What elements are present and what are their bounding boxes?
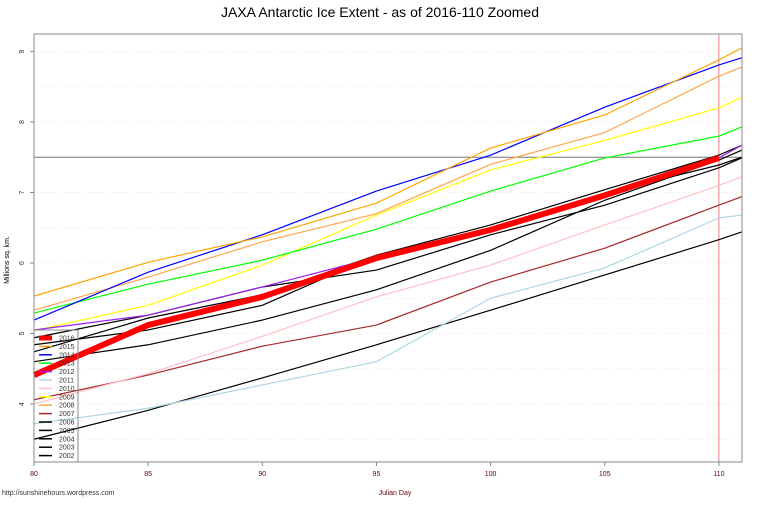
series-line-2012	[33, 144, 743, 331]
y-tick-label: 4	[19, 402, 26, 406]
series-line-2004	[33, 144, 742, 346]
y-tick-label: 6	[19, 261, 26, 265]
x-tick-label: 95	[373, 471, 381, 478]
source-url: http://sunshinehours.wordpress.com	[2, 490, 115, 497]
legend-label-2013: 2013	[59, 361, 75, 368]
series-line-2015	[33, 47, 743, 297]
series-line-2016	[32, 155, 720, 378]
series-line-2011	[33, 214, 742, 425]
x-tick-label: 90	[258, 471, 266, 478]
legend-label-2012: 2012	[59, 369, 75, 376]
legend-label-2005: 2005	[59, 428, 75, 435]
x-tick-label: 100	[485, 471, 497, 478]
y-tick-label: 9	[19, 49, 26, 53]
series-line-2002	[33, 231, 742, 440]
y-tick-label: 7	[19, 190, 26, 194]
legend-label-2015: 2015	[59, 344, 75, 351]
legend-label-2004: 2004	[59, 436, 75, 443]
x-tick-label: 80	[30, 471, 38, 478]
legend-label-2016: 2016	[59, 336, 75, 343]
legend-label-2002: 2002	[59, 453, 75, 460]
x-tick-label: 105	[599, 471, 611, 478]
legend-label-2009: 2009	[59, 394, 75, 401]
legend-label-2014: 2014	[59, 352, 75, 359]
legend-label-2007: 2007	[59, 411, 75, 418]
chart-title: JAXA Antarctic Ice Extent - as of 2016-1…	[221, 4, 539, 20]
legend-label-2011: 2011	[59, 378, 74, 385]
legend-label-2010: 2010	[59, 386, 75, 393]
y-axis-label: Millions sq. km.	[4, 236, 11, 284]
y-tick-label: 5	[19, 331, 26, 335]
plot-border	[33, 33, 743, 463]
series-line-2008	[33, 66, 742, 311]
x-axis-label: Julian Day	[379, 490, 412, 497]
series-line-2007	[33, 196, 742, 401]
series-line-2010	[33, 176, 742, 405]
legend-label-2008: 2008	[59, 403, 75, 410]
series-line-2009	[33, 96, 742, 332]
series-line-2013	[33, 126, 742, 314]
series-line-2014	[33, 57, 742, 321]
x-tick-label: 110	[713, 471, 724, 478]
legend-label-2006: 2006	[59, 420, 75, 427]
legend-box	[33, 329, 79, 463]
y-tick-label: 8	[19, 120, 26, 124]
legend-label-2003: 2003	[59, 445, 75, 452]
x-tick-label: 85	[144, 471, 152, 478]
